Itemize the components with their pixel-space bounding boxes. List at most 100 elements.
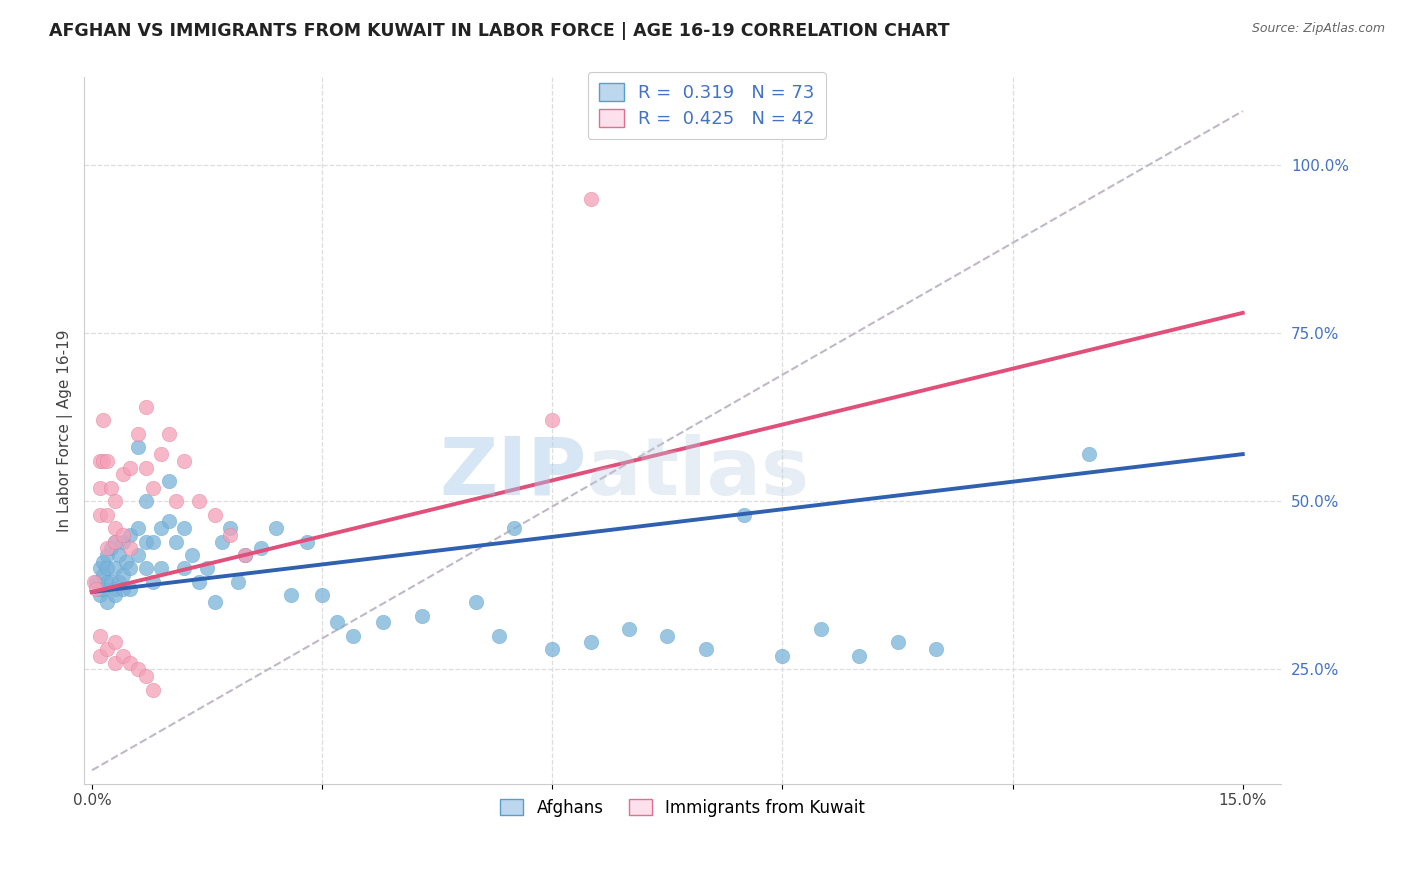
- Point: [96, 454, 118, 468]
- Point: [173, 561, 195, 575]
- Point: [280, 588, 302, 602]
- Point: [173, 454, 195, 468]
- Point: [770, 648, 793, 663]
- Point: [96, 642, 118, 657]
- Point: [135, 400, 157, 414]
- Point: [120, 460, 142, 475]
- Point: [150, 447, 173, 461]
- Point: [157, 426, 180, 441]
- Point: [142, 574, 165, 589]
- Point: [541, 642, 564, 657]
- Point: [96, 541, 118, 556]
- Point: [195, 561, 218, 575]
- Point: [411, 608, 433, 623]
- Point: [925, 642, 948, 657]
- Point: [93, 555, 115, 569]
- Point: [165, 494, 187, 508]
- Point: [93, 582, 115, 596]
- Point: [150, 521, 173, 535]
- Point: [180, 548, 202, 562]
- Point: [464, 595, 486, 609]
- Point: [104, 534, 127, 549]
- Point: [96, 508, 118, 522]
- Point: [219, 521, 242, 535]
- Point: [579, 635, 602, 649]
- Point: [127, 426, 149, 441]
- Point: [695, 642, 717, 657]
- Point: [111, 528, 134, 542]
- Point: [89, 648, 111, 663]
- Text: Source: ZipAtlas.com: Source: ZipAtlas.com: [1251, 22, 1385, 36]
- Point: [127, 548, 149, 562]
- Point: [150, 561, 173, 575]
- Point: [1078, 447, 1101, 461]
- Point: [157, 515, 180, 529]
- Point: [488, 629, 510, 643]
- Point: [617, 622, 640, 636]
- Point: [249, 541, 271, 556]
- Point: [83, 574, 105, 589]
- Point: [93, 413, 115, 427]
- Point: [235, 548, 257, 562]
- Point: [100, 541, 122, 556]
- Point: [120, 561, 142, 575]
- Point: [810, 622, 832, 636]
- Point: [579, 192, 602, 206]
- Point: [104, 561, 127, 575]
- Point: [111, 534, 134, 549]
- Point: [104, 656, 127, 670]
- Point: [104, 635, 127, 649]
- Point: [96, 561, 118, 575]
- Point: [173, 521, 195, 535]
- Point: [503, 521, 526, 535]
- Point: [165, 534, 187, 549]
- Point: [157, 474, 180, 488]
- Point: [541, 413, 564, 427]
- Y-axis label: In Labor Force | Age 16-19: In Labor Force | Age 16-19: [58, 329, 73, 532]
- Point: [104, 521, 127, 535]
- Point: [342, 629, 364, 643]
- Point: [142, 682, 165, 697]
- Point: [89, 481, 111, 495]
- Point: [204, 508, 226, 522]
- Point: [104, 494, 127, 508]
- Point: [127, 441, 149, 455]
- Text: atlas: atlas: [586, 434, 810, 512]
- Point: [89, 454, 111, 468]
- Point: [108, 574, 131, 589]
- Point: [89, 561, 111, 575]
- Point: [848, 648, 870, 663]
- Point: [111, 568, 134, 582]
- Legend: Afghans, Immigrants from Kuwait: Afghans, Immigrants from Kuwait: [492, 790, 873, 825]
- Point: [89, 629, 111, 643]
- Point: [226, 574, 249, 589]
- Point: [188, 494, 211, 508]
- Point: [93, 454, 115, 468]
- Point: [188, 574, 211, 589]
- Point: [84, 574, 107, 589]
- Point: [96, 595, 118, 609]
- Point: [886, 635, 908, 649]
- Point: [295, 534, 318, 549]
- Point: [219, 528, 242, 542]
- Point: [235, 548, 257, 562]
- Point: [311, 588, 333, 602]
- Point: [104, 588, 127, 602]
- Point: [120, 541, 142, 556]
- Point: [100, 574, 122, 589]
- Point: [135, 460, 157, 475]
- Point: [142, 534, 165, 549]
- Point: [657, 629, 679, 643]
- Point: [135, 534, 157, 549]
- Point: [120, 582, 142, 596]
- Point: [733, 508, 755, 522]
- Point: [373, 615, 395, 630]
- Point: [108, 548, 131, 562]
- Point: [104, 582, 127, 596]
- Point: [120, 656, 142, 670]
- Point: [96, 574, 118, 589]
- Text: ZIP: ZIP: [440, 434, 586, 512]
- Point: [127, 662, 149, 676]
- Point: [211, 534, 233, 549]
- Point: [204, 595, 226, 609]
